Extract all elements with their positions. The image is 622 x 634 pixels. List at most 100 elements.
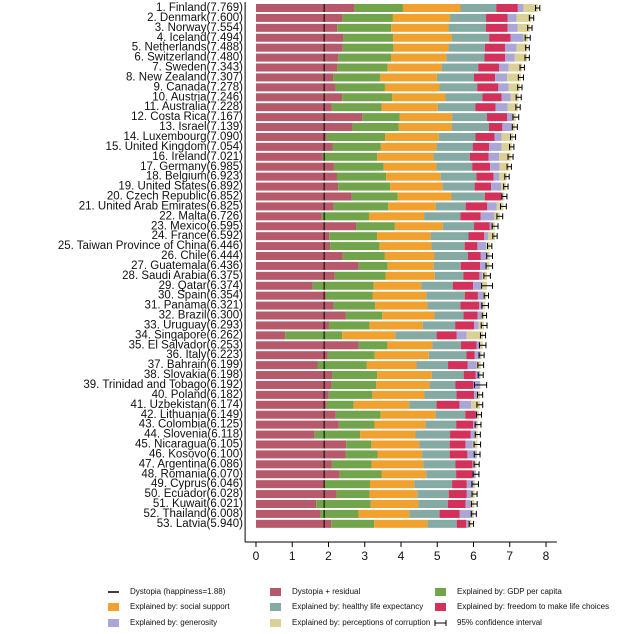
- bar-segment: [256, 371, 332, 379]
- bar-segment: [256, 272, 335, 280]
- bar-segment: [409, 401, 436, 409]
- bar-segment: [336, 411, 381, 419]
- bar-segment: [410, 510, 440, 518]
- x-tick-label: 4: [398, 549, 405, 563]
- bar-segment: [256, 4, 354, 12]
- bar-segment: [434, 312, 463, 320]
- bar-segment: [256, 500, 316, 508]
- x-tick-label: 6: [470, 549, 477, 563]
- bar-segment: [318, 361, 367, 369]
- legend-swatch: [435, 603, 446, 611]
- bar-segment: [384, 163, 437, 171]
- bar-segment: [332, 371, 377, 379]
- bar-segment: [474, 222, 490, 230]
- bar-segment: [256, 93, 342, 101]
- bar-segment: [256, 480, 324, 488]
- bar-segment: [487, 113, 507, 121]
- bar-segment: [395, 222, 443, 230]
- bar-segment: [359, 341, 388, 349]
- bar-segment: [382, 103, 438, 111]
- bar-segment: [453, 282, 473, 290]
- bar-segment: [256, 202, 334, 210]
- bar-segment: [457, 391, 475, 399]
- bar-segment: [449, 24, 486, 32]
- bar-segment: [386, 173, 441, 181]
- bar-segment: [328, 351, 375, 359]
- bar-segment: [495, 133, 502, 141]
- bar-segment: [434, 153, 470, 161]
- bar-segment: [432, 242, 465, 250]
- bar-segment: [352, 192, 398, 200]
- bar-segment: [329, 232, 377, 240]
- bar-segment: [322, 212, 369, 220]
- bar-segment: [478, 292, 484, 300]
- bar-segment: [388, 262, 434, 270]
- bar-segment: [256, 331, 285, 339]
- bar-segment: [508, 24, 518, 32]
- bar-segment: [353, 123, 399, 131]
- bar-segment: [421, 282, 453, 290]
- bar-segment: [414, 480, 452, 488]
- bar-segment: [459, 401, 471, 409]
- bar-segment: [440, 83, 478, 91]
- bar-segment: [332, 460, 372, 468]
- bar-segment: [393, 14, 450, 22]
- bar-segment: [256, 450, 346, 458]
- bar-segment: [481, 212, 495, 220]
- bar-segment: [464, 272, 480, 280]
- bar-segment: [450, 431, 470, 439]
- bar-segment: [434, 262, 461, 270]
- bar-segment: [489, 123, 502, 131]
- bar-segment: [437, 401, 460, 409]
- bar-segment: [371, 460, 423, 468]
- bar-segment: [346, 312, 382, 320]
- bar-segment: [440, 510, 460, 518]
- bar-segment: [443, 183, 475, 191]
- bar-segment: [484, 232, 488, 240]
- bar-segment: [256, 163, 334, 171]
- bar-segment: [472, 163, 490, 171]
- bar-segment: [482, 93, 501, 101]
- bar-segment: [416, 361, 448, 369]
- bar-segment: [256, 361, 318, 369]
- bar-segment: [478, 64, 499, 72]
- bar-segment: [343, 252, 385, 260]
- bar-segment: [452, 480, 467, 488]
- bar-segment: [337, 173, 386, 181]
- legend-swatch: [270, 588, 281, 596]
- bar-segment: [374, 282, 422, 290]
- bar-segment: [256, 341, 359, 349]
- bar-segment: [448, 361, 467, 369]
- bar-segment: [486, 14, 507, 22]
- bar-segment: [470, 153, 489, 161]
- bar-segment: [438, 103, 476, 111]
- bar-segment: [362, 113, 399, 121]
- bar-segment: [432, 341, 461, 349]
- bar-segment: [511, 34, 524, 42]
- bar-segment: [343, 14, 393, 22]
- bar-segment: [343, 44, 394, 52]
- legend-label: Explained by: GDP per capita: [457, 587, 562, 596]
- bar-segment: [388, 64, 442, 72]
- legend-errorbar: [435, 620, 446, 626]
- bar-segment: [489, 143, 502, 151]
- bar-segment: [466, 202, 488, 210]
- bar-segment: [449, 44, 485, 52]
- bar-segment: [346, 450, 378, 458]
- bar-segment: [339, 470, 381, 478]
- bar-segment: [460, 212, 480, 220]
- bar-segment: [356, 222, 395, 230]
- bar-segment: [385, 133, 439, 141]
- bar-segment: [335, 83, 384, 91]
- bar-segment: [435, 252, 468, 260]
- bar-segment: [330, 242, 380, 250]
- bar-segment: [426, 292, 465, 300]
- bar-segment: [391, 54, 446, 62]
- bar-segment: [256, 321, 329, 329]
- bar-segment: [456, 470, 473, 478]
- bar-segment: [424, 212, 460, 220]
- legend-swatch: [108, 619, 119, 627]
- bar-segment: [403, 4, 461, 12]
- x-tick-label: 2: [325, 549, 332, 563]
